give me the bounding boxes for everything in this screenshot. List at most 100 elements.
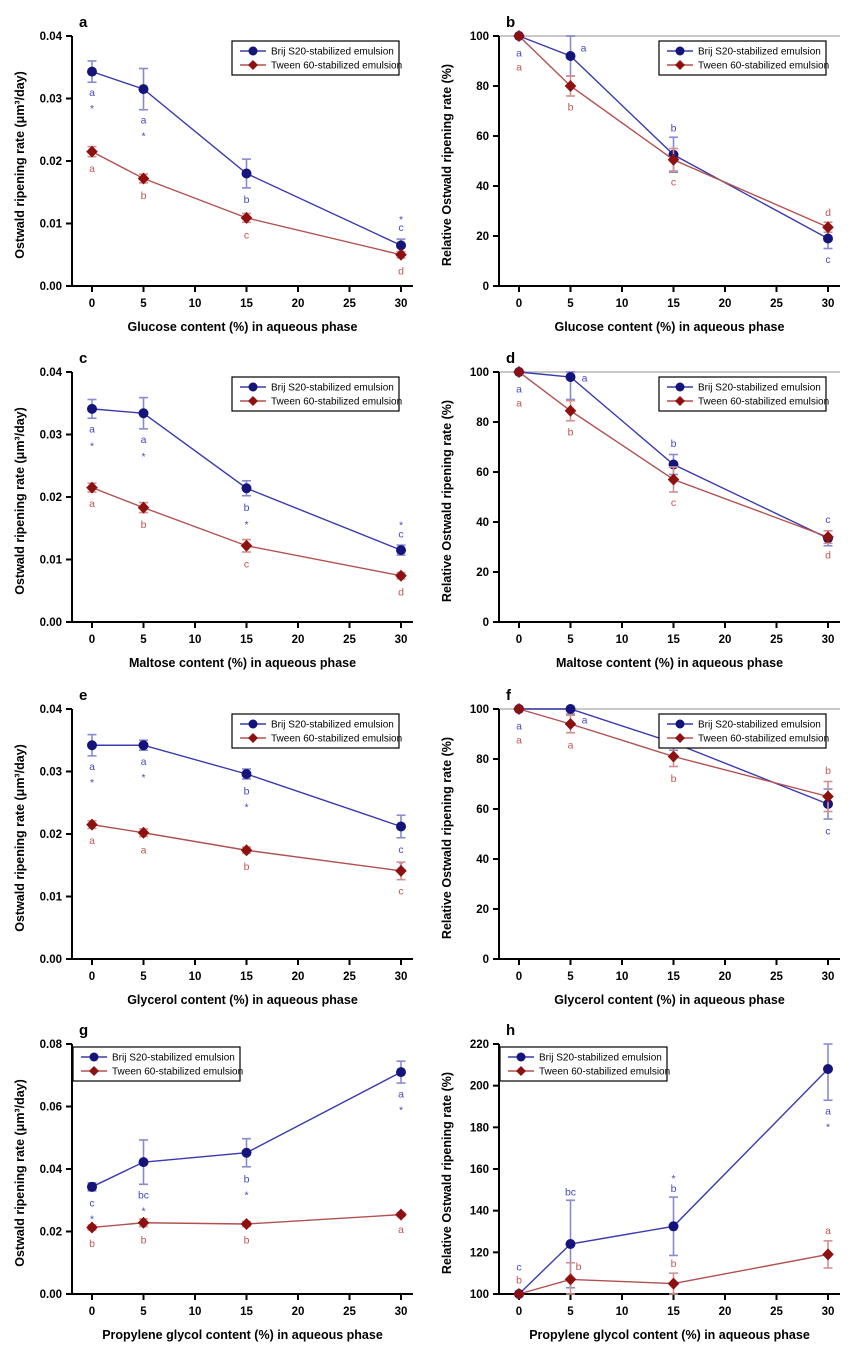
legend-label: Tween 60-stabilized emulsion	[539, 1067, 670, 1078]
series-line	[91, 408, 402, 551]
y-tick-label: 0.04	[40, 367, 63, 379]
series-red: a a b c	[86, 818, 407, 897]
data-point-marker	[395, 864, 407, 877]
data-point-marker	[667, 750, 680, 763]
point-annotation: c	[516, 1262, 521, 1274]
x-tick-label: 25	[343, 298, 356, 310]
y-axis-title: Relative Ostwald ripening rate (%)	[440, 64, 454, 266]
chart-f: 0 20 40 60 80 100 0 5 10 15 20 25 30 Glycerol content…	[440, 687, 840, 1007]
legend-label: Brij S20-stabilized emulsion	[271, 383, 394, 394]
x-tick-label: 0	[89, 971, 95, 983]
plot-axes	[493, 35, 840, 292]
y-tick-label: 0	[483, 617, 489, 629]
legend-item: Brij S20-stabilized emulsion	[667, 719, 821, 731]
data-point-marker	[396, 545, 406, 556]
point-annotation: a	[516, 398, 522, 410]
x-axis-title: Maltose content (%) in aqueous phase	[556, 656, 783, 670]
point-annotation: a	[516, 721, 522, 733]
data-point-marker	[565, 704, 576, 714]
point-annotation: b	[576, 1261, 582, 1273]
legend-item: Tween 60-stabilized emulsion	[240, 60, 402, 72]
series-red: b b b a	[513, 1225, 834, 1300]
series-line	[518, 1068, 829, 1295]
data-point-marker	[565, 51, 576, 61]
y-tick-label: 40	[476, 854, 489, 866]
legend-item: Brij S20-stabilized emulsion	[667, 46, 821, 58]
legend-marker-diamond	[248, 60, 258, 70]
data-point-marker	[241, 168, 252, 179]
panel-letter: b	[506, 14, 515, 31]
x-axis-title: Glucose content (%) in aqueous phase	[555, 320, 785, 334]
x-tick-label: 20	[292, 634, 305, 646]
y-tick-label: 0.02	[40, 829, 62, 841]
data-point-marker	[822, 790, 834, 803]
panel-d: 0 20 40 60 80 100 0 5 10 15 20 25 30 Maltose content …	[427, 338, 854, 675]
data-point-marker	[87, 740, 97, 751]
point-annotation: *	[90, 440, 94, 452]
plot-axes	[66, 1043, 413, 1300]
x-tick-label: 20	[719, 971, 732, 983]
legend-marker-diamond	[675, 733, 685, 743]
data-point-marker	[564, 404, 577, 417]
series-line	[518, 371, 829, 538]
x-tick-label: 15	[667, 298, 680, 310]
data-point-marker	[137, 826, 150, 839]
point-annotation: *	[141, 131, 145, 143]
data-point-marker	[564, 718, 577, 730]
x-tick-label: 20	[719, 1306, 732, 1318]
y-tick-label: 0.02	[40, 492, 62, 504]
legend-marker-circle	[516, 1052, 526, 1062]
series-line	[91, 486, 402, 577]
point-annotation: a	[141, 115, 147, 127]
legend-marker-circle	[675, 719, 685, 729]
y-axis-title: Ostwald ripening rate (μm³/day)	[13, 1079, 27, 1267]
point-annotation: *	[141, 772, 145, 784]
point-annotation: c	[398, 885, 403, 897]
series-blue: a*a*b*c*	[87, 396, 406, 556]
panel-b: 0 20 40 60 80 100 0 5 10 15 20 25 30 Glucose content …	[427, 2, 854, 339]
x-tick-label: 20	[292, 971, 305, 983]
point-annotation: a	[516, 735, 522, 747]
chart-c: 0.00 0.01 0.02 0.03 0.04 0 5 10 15 20 25 30 Maltose …	[13, 350, 413, 670]
point-annotation: c	[671, 176, 676, 188]
point-annotation: c	[825, 254, 830, 266]
x-tick-label: 5	[140, 1306, 147, 1318]
x-tick-label: 0	[89, 634, 95, 646]
point-annotation: b	[825, 765, 831, 777]
x-tick-label: 5	[567, 298, 574, 310]
panel-letter: c	[79, 350, 87, 367]
point-annotation: d	[398, 586, 404, 598]
x-tick-label: 25	[343, 971, 356, 983]
legend-label: Brij S20-stabilized emulsion	[271, 47, 394, 58]
data-point-marker	[395, 1208, 407, 1221]
legend-label: Brij S20-stabilized emulsion	[698, 383, 821, 394]
panel-letter: h	[506, 1022, 515, 1039]
x-tick-label: 20	[719, 634, 732, 646]
legend-item: Brij S20-stabilized emulsion	[81, 1052, 235, 1064]
x-tick-label: 30	[822, 1306, 835, 1318]
y-tick-label: 0.04	[40, 31, 63, 43]
point-annotation: b	[244, 786, 250, 798]
legend-marker-circle	[248, 719, 258, 729]
point-annotation: *	[90, 103, 94, 115]
x-tick-label: 25	[770, 298, 783, 310]
y-axis-title: Ostwald ripening rate (μm³/day)	[13, 71, 27, 259]
x-tick-label: 25	[343, 1306, 356, 1318]
point-annotation: a	[398, 1224, 404, 1236]
panel-a: 0.00 0.01 0.02 0.03 0.04 0 5 10 15 20 25 30 Glucose …	[0, 2, 427, 339]
data-point-marker	[138, 408, 149, 419]
series-line	[519, 708, 829, 805]
point-annotation: *	[141, 1206, 145, 1218]
legend-box	[658, 713, 827, 749]
point-annotation: a	[141, 756, 147, 768]
series-line	[518, 371, 829, 539]
plot-axes	[66, 35, 413, 292]
x-tick-label: 30	[395, 1306, 408, 1318]
legend: Brij S20-stabilized emulsion Tween 60-sta…	[658, 40, 829, 76]
series-line	[91, 1213, 402, 1229]
x-tick-label: 25	[343, 634, 356, 646]
x-tick-label: 10	[616, 634, 629, 646]
point-annotation: b	[568, 102, 574, 114]
legend-marker-circle	[89, 1052, 99, 1062]
